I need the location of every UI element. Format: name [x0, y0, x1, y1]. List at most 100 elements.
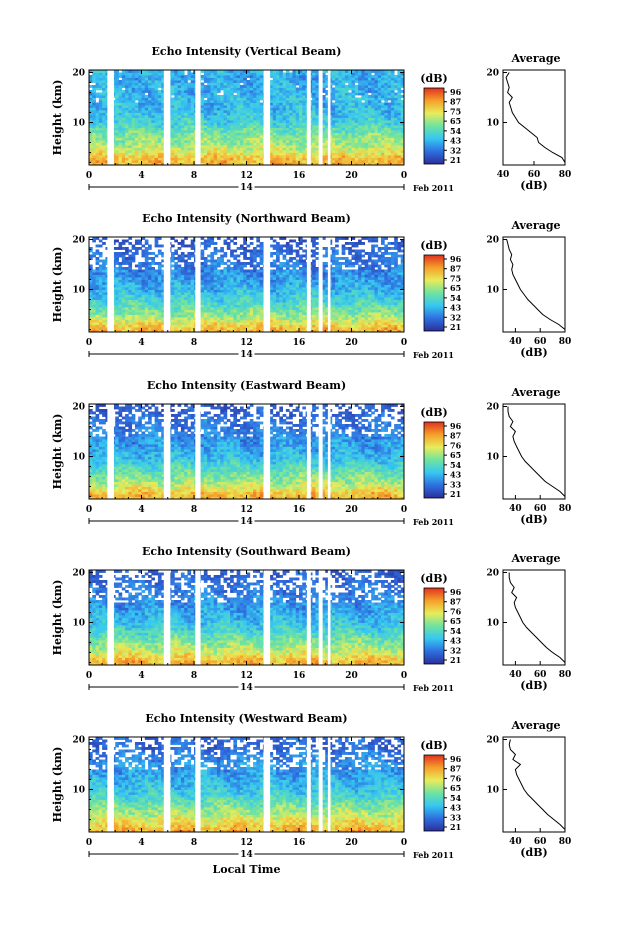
heatmap-cell: [243, 90, 247, 93]
heatmap-cell: [315, 314, 320, 318]
heatmap-cell: [174, 77, 178, 81]
heatmap-cell: [236, 92, 241, 96]
heatmap-cell: [180, 307, 185, 310]
heatmap-cell: [289, 160, 293, 163]
heatmap-cell: [207, 145, 211, 148]
heatmap-cell: [134, 132, 139, 136]
heatmap-cell: [98, 142, 103, 146]
heatmap-cell: [226, 105, 231, 108]
heatmap-cell: [239, 90, 244, 93]
heatmap-cell: [243, 155, 247, 158]
heatmap-cell: [285, 75, 290, 78]
heatmap-cell: [157, 299, 162, 303]
heatmap-cell: [174, 324, 178, 328]
heatmap-cell: [354, 117, 359, 121]
heatmap-cell: [98, 132, 103, 136]
heatmap-cell: [377, 130, 382, 133]
heatmap-cell: [236, 307, 241, 310]
heatmap-cell: [207, 314, 211, 318]
heatmap-cell: [187, 307, 192, 310]
heatmap-cell: [102, 100, 106, 103]
heatmap-cell: [377, 160, 382, 163]
heatmap-cell: [151, 125, 156, 128]
heatmap-cell: [354, 87, 359, 91]
heatmap-cell: [315, 120, 320, 123]
heatmap-cell: [279, 322, 283, 325]
heatmap-cell: [302, 122, 306, 126]
heatmap-cell: [279, 122, 283, 126]
heatmap-cell: [302, 125, 306, 128]
heatmap-cell: [279, 327, 283, 330]
heatmap-cell: [295, 307, 300, 310]
heatmap-cell: [387, 105, 392, 108]
heatmap-cell: [213, 137, 218, 141]
heatmap-cell: [397, 70, 402, 73]
heatmap-cell: [299, 152, 303, 156]
heatmap-cell: [174, 72, 178, 76]
heatmap-cell: [220, 110, 224, 113]
heatmap-cell: [105, 319, 110, 323]
heatmap-cell: [361, 327, 366, 330]
heatmap-cell: [121, 309, 126, 313]
heatmap-cell: [390, 127, 395, 131]
missing-data-gap: [318, 70, 323, 165]
heatmap-cell: [351, 122, 356, 126]
heatmap-cell: [187, 157, 192, 161]
heatmap-cell: [95, 82, 100, 86]
heatmap-cell: [144, 309, 149, 313]
heatmap-cell: [138, 92, 142, 96]
heatmap-cell: [128, 92, 133, 96]
heatmap-cell: [151, 110, 156, 113]
heatmap-cell: [203, 302, 208, 305]
heatmap-cell: [125, 302, 129, 305]
heatmap-cell: [98, 75, 103, 78]
heatmap-cell: [154, 80, 159, 83]
heatmap-cell: [216, 85, 221, 88]
heatmap-cell: [226, 157, 231, 161]
heatmap-cell: [295, 75, 300, 78]
heatmap-cell: [321, 324, 326, 328]
heatmap-cell: [400, 107, 405, 111]
heatmap-cell: [282, 100, 287, 103]
heatmap-cell: [276, 322, 280, 325]
heatmap-cell: [121, 150, 126, 153]
heatmap-cell: [276, 150, 280, 153]
heatmap-cell: [256, 160, 261, 163]
heatmap-cell: [276, 157, 280, 161]
heatmap-cell: [118, 115, 123, 118]
heatmap-cell: [190, 125, 195, 128]
heatmap-cell: [230, 297, 234, 300]
heatmap-cell: [161, 327, 165, 330]
heatmap-cell: [226, 122, 231, 126]
heatmap-cell: [381, 102, 385, 106]
heatmap-cell: [151, 90, 156, 93]
heatmap-cell: [210, 85, 215, 88]
heatmap-cell: [121, 82, 126, 86]
heatmap-cell: [180, 137, 185, 141]
heatmap-cell: [338, 317, 343, 320]
heatmap-cell: [92, 122, 96, 126]
heatmap-cell: [358, 307, 362, 310]
heatmap-cell: [98, 317, 103, 320]
heatmap-cell: [125, 90, 129, 93]
heatmap-cell: [381, 304, 385, 308]
heatmap-cell: [358, 160, 362, 163]
heatmap-cell: [253, 147, 257, 151]
heatmap-cell: [292, 110, 297, 113]
heatmap-cell: [243, 87, 247, 91]
heatmap-cell: [259, 92, 264, 96]
heatmap-cell: [180, 117, 185, 121]
heatmap-cell: [190, 314, 195, 318]
heatmap-cell: [223, 160, 228, 163]
heatmap-cell: [364, 132, 369, 136]
heatmap-cell: [174, 329, 178, 333]
heatmap-cell: [315, 162, 320, 166]
heatmap-cell: [299, 72, 303, 76]
heatmap-cell: [384, 304, 388, 308]
heatmap-cell: [246, 299, 251, 303]
heatmap-cell: [131, 150, 136, 153]
heatmap-cell: [246, 157, 251, 161]
heatmap-cell: [259, 157, 264, 161]
heatmap-cell: [246, 319, 251, 323]
heatmap-cell: [236, 324, 241, 328]
